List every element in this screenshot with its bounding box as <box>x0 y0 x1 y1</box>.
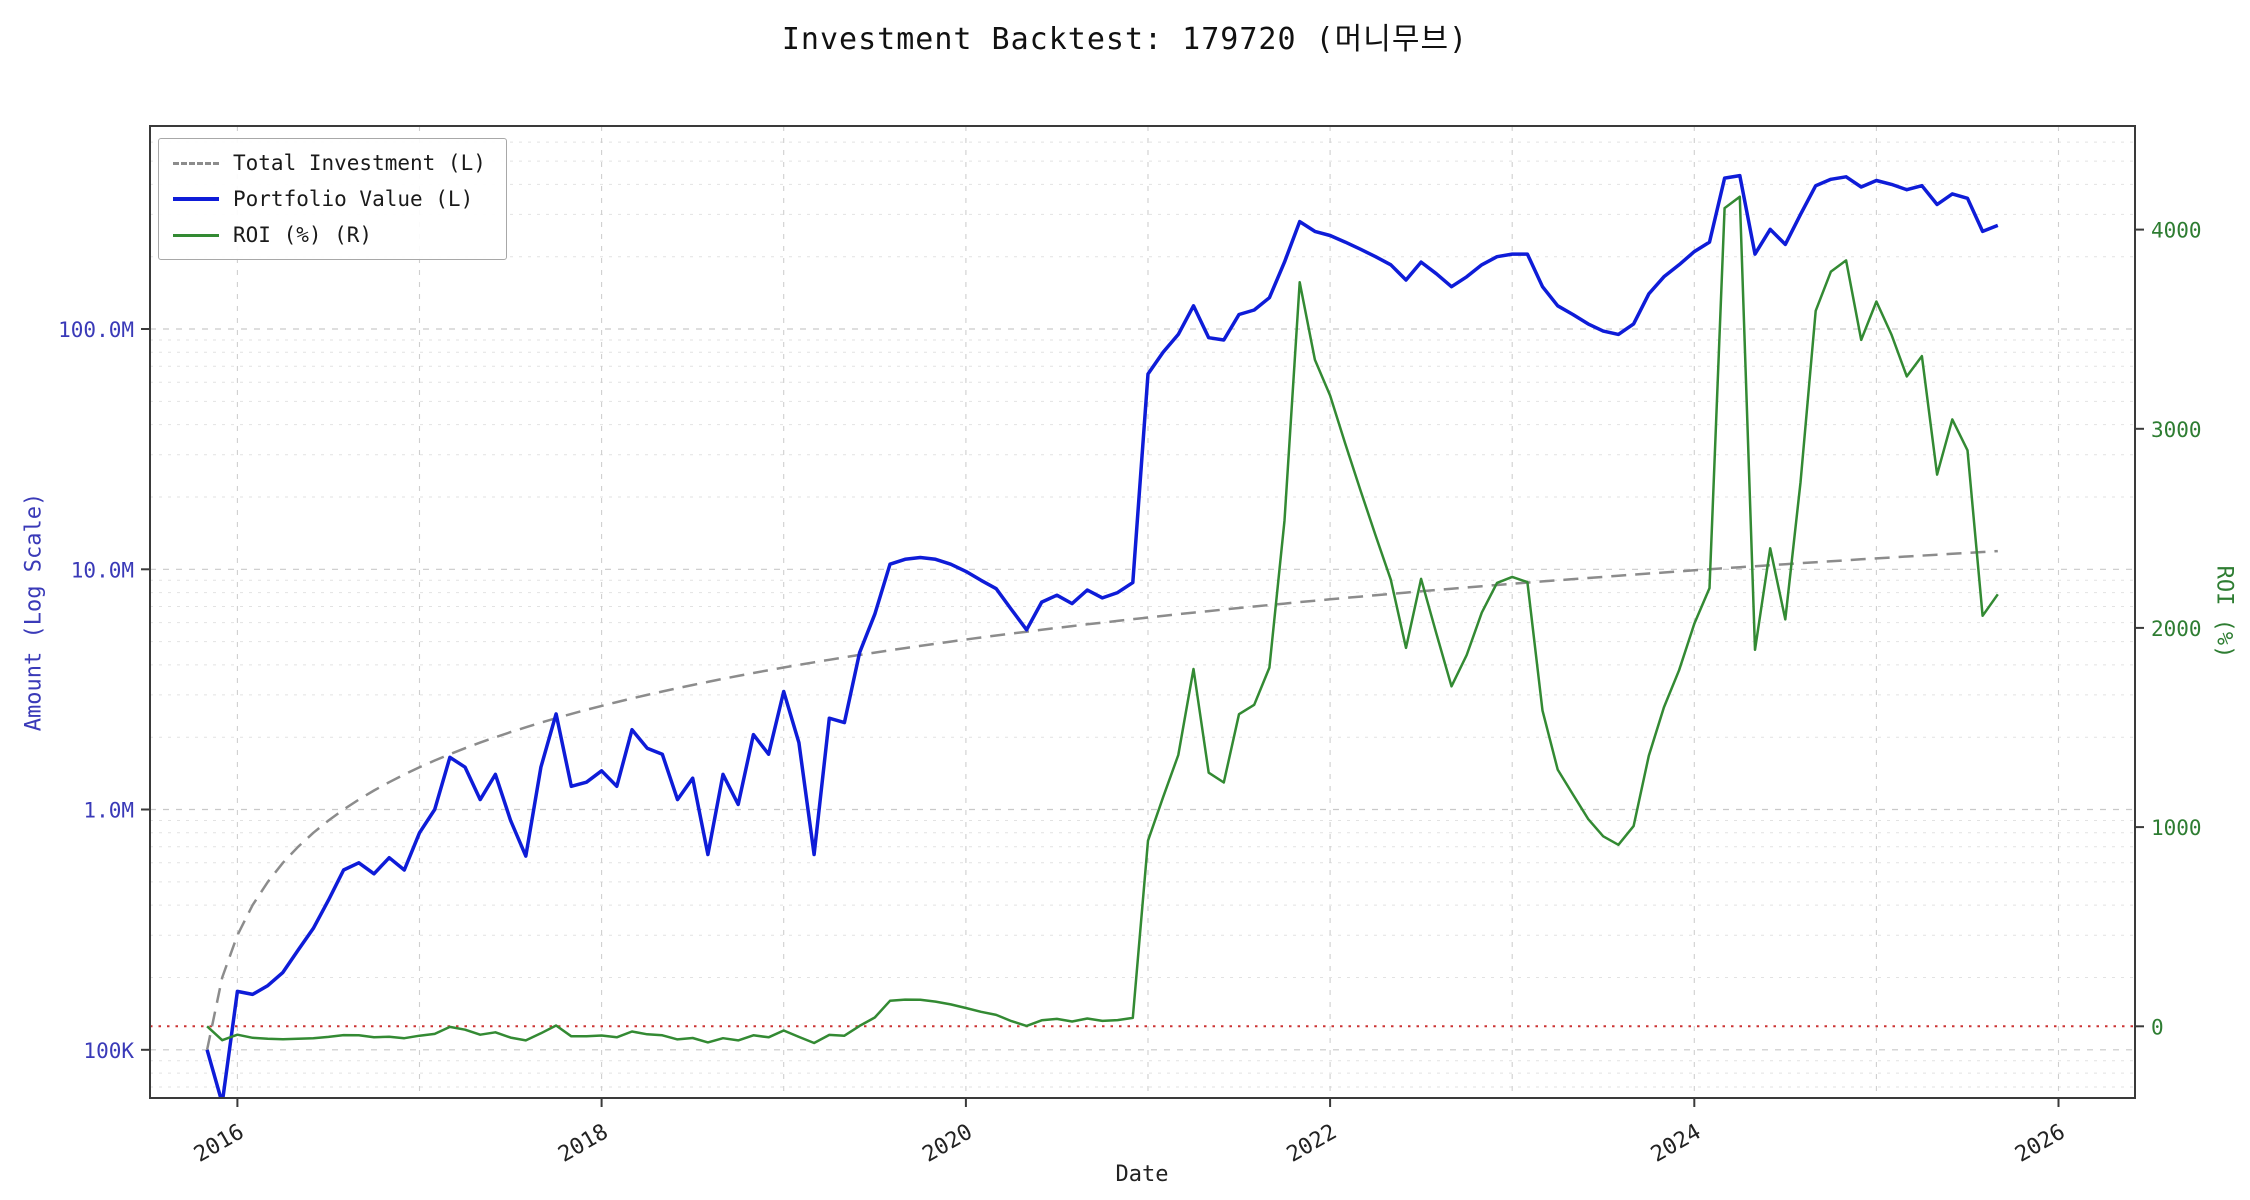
legend-label: Total Investment (L) <box>233 151 486 175</box>
svg-text:1000: 1000 <box>2151 816 2202 840</box>
right-axis-label: ROI (%) <box>2211 565 2237 659</box>
svg-text:2022: 2022 <box>1283 1120 1341 1168</box>
plot-border <box>149 125 2136 1099</box>
solid-blue-line-sample-icon <box>173 197 219 201</box>
legend-item-portfolio-value: Portfolio Value (L) <box>173 187 486 211</box>
svg-text:4000: 4000 <box>2151 219 2202 243</box>
dashed-line-sample-icon <box>173 161 219 165</box>
x-axis-label: Date <box>1115 1162 1169 1187</box>
series-line-portfolio-value-l <box>205 173 1999 1098</box>
svg-text:2016: 2016 <box>190 1120 248 1168</box>
solid-green-line-sample-icon <box>173 233 219 237</box>
svg-text:10.0M: 10.0M <box>71 558 134 582</box>
minor-gridlines <box>150 141 2135 1088</box>
svg-text:2024: 2024 <box>1647 1120 1705 1168</box>
svg-text:2026: 2026 <box>2011 1120 2069 1168</box>
legend-label: Portfolio Value (L) <box>233 187 474 211</box>
svg-text:0: 0 <box>2151 1015 2164 1039</box>
svg-text:100.0M: 100.0M <box>58 318 134 342</box>
svg-text:1.0M: 1.0M <box>83 799 134 823</box>
svg-text:2000: 2000 <box>2151 617 2202 641</box>
svg-text:3000: 3000 <box>2151 418 2202 442</box>
series-line-roi-r <box>206 195 1999 1045</box>
svg-text:100K: 100K <box>83 1039 134 1063</box>
legend-label: ROI (%) (R) <box>233 223 373 247</box>
chart-title: Investment Backtest: 179720 (머니무브) <box>781 22 1469 57</box>
left-axis-label: Amount (Log Scale) <box>21 492 47 732</box>
left-tick-labels: 100K 1.0M 10.0M 100.0M <box>58 318 150 1063</box>
x-tick-labels: 2016 2018 2020 2022 2024 2026 <box>190 1098 2070 1168</box>
svg-text:2018: 2018 <box>554 1120 612 1168</box>
svg-text:2020: 2020 <box>919 1120 977 1168</box>
right-tick-labels: 0 1000 2000 3000 4000 <box>2135 219 2202 1039</box>
legend-item-total-investment: Total Investment (L) <box>173 151 486 175</box>
series-line-total-investment-l <box>205 549 1998 1051</box>
legend: Total Investment (L) Portfolio Value (L)… <box>158 138 507 260</box>
legend-item-roi: ROI (%) (R) <box>173 223 486 247</box>
major-h-gridlines <box>150 328 2135 1051</box>
